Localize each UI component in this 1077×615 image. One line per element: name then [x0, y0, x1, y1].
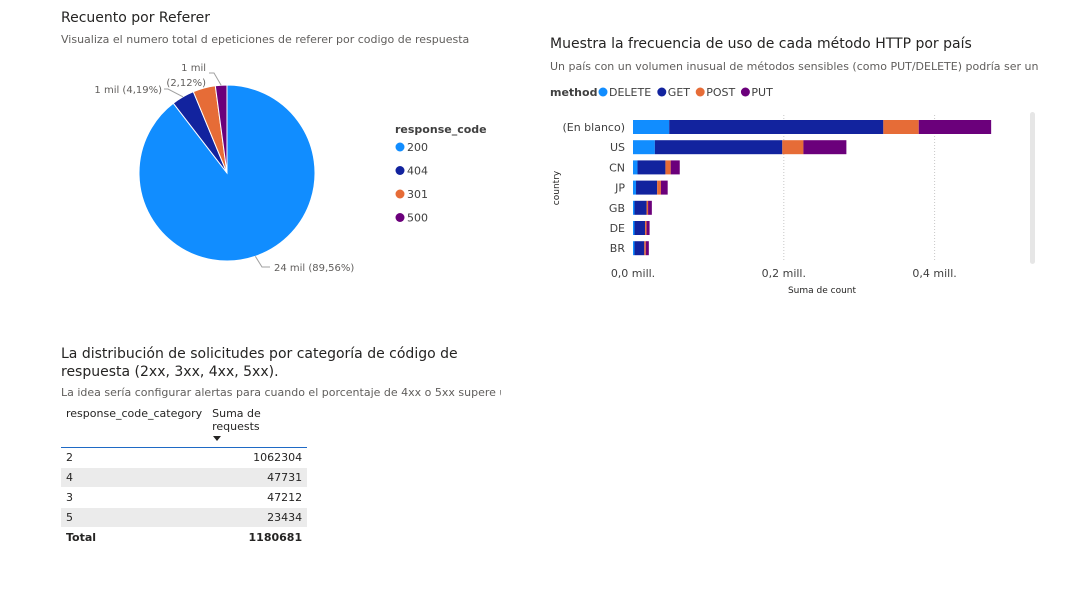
data-label-404: 1 mil (4,19%): [94, 85, 162, 96]
bar-segment-get: [637, 160, 666, 175]
bar-segment-get: [636, 180, 658, 195]
x-axis-title: Suma de count: [788, 286, 857, 296]
y-tick-label: DE: [610, 222, 625, 235]
bar-segment-post: [657, 180, 661, 195]
total-label: Total: [61, 527, 208, 547]
table-title: La distribución de solicitudes por categ…: [61, 345, 458, 381]
bar-segment-delete: [633, 160, 638, 175]
cell-category: 5: [61, 507, 208, 528]
legend-label-post: POST: [706, 86, 735, 99]
legend-marker-404: [395, 166, 405, 175]
legend-label-put: PUT: [751, 86, 773, 99]
table-row: 2 1062304: [61, 447, 308, 468]
cell-requests: 47212: [207, 487, 308, 508]
legend-label-301: 301: [407, 188, 428, 201]
cell-category: 2: [61, 447, 208, 468]
bar-segment-delete: [633, 221, 635, 235]
pie-chart: 24 mil (89,56%) 1 mil (4,19%) 1 mil (2,12%)…: [94, 63, 487, 274]
table-row: 4 47731: [61, 467, 308, 488]
legend-label-404: 404: [407, 165, 428, 178]
bar-segment-delete: [633, 120, 670, 134]
y-tick-label: US: [610, 141, 625, 154]
table-title-line2: respuesta (2xx, 3xx, 4xx, 5xx).: [61, 364, 279, 380]
bar-chart-scrollbar[interactable]: [1030, 112, 1035, 264]
cell-category: 4: [61, 467, 208, 488]
bar-segment-get: [654, 140, 783, 155]
cell-requests: 47731: [207, 467, 308, 488]
table-row: 3 47212: [61, 487, 308, 508]
bar-segment-get: [634, 241, 645, 256]
leader-line-404: [164, 88, 184, 98]
legend-marker-301: [395, 189, 405, 199]
sort-descending-icon: [213, 436, 222, 441]
data-label-500: 1 mil: [181, 63, 206, 74]
bar-legend-title: method: [550, 86, 597, 99]
cell-category: 3: [61, 487, 208, 508]
column-header-category[interactable]: response_code_category: [61, 405, 208, 448]
bar-segment-put: [648, 200, 652, 215]
table-row: 5 23434: [61, 507, 308, 528]
table-subtitle: La idea sería configurar alertas para cu…: [61, 386, 501, 399]
bar-segment-put: [670, 160, 680, 175]
legend-marker-500: [395, 213, 405, 222]
table-title-line1: La distribución de solicitudes por categ…: [61, 346, 458, 362]
bar-segment-get: [634, 221, 646, 235]
pie-chart-title: Recuento por Referer: [61, 10, 211, 26]
data-label-200: 24 mil (89,56%): [274, 263, 354, 274]
bar-segment-post: [646, 200, 649, 215]
bar-segment-put: [918, 120, 992, 134]
bar-segment-put: [645, 241, 649, 256]
y-tick-label: CN: [609, 161, 625, 174]
bar-segment-delete: [633, 200, 635, 215]
y-axis-title: country: [552, 170, 562, 205]
legend-label-200: 200: [407, 141, 428, 154]
leader-line-500: [209, 72, 222, 86]
data-table: response_code_category Suma de requests …: [61, 405, 308, 547]
legend-label-delete: DELETE: [609, 86, 651, 99]
column-header-category-label: response_code_category: [66, 407, 203, 420]
legend-label-500: 500: [407, 212, 428, 225]
bar-segment-post: [782, 140, 804, 155]
bar-segment-delete: [633, 180, 637, 195]
table-total-row: Total 1180681: [61, 527, 308, 547]
leader-line-200: [254, 256, 270, 268]
pie-chart-subtitle: Visualiza el numero total d epeticiones …: [61, 33, 470, 46]
legend-marker-post: [695, 87, 705, 97]
x-tick-label: 0,0 mill.: [611, 267, 655, 280]
bar-segment-post: [883, 120, 919, 134]
bar-segment-put: [646, 221, 650, 235]
bar-segment-get: [634, 200, 647, 215]
cell-requests: 1062304: [207, 447, 308, 468]
legend-marker-200: [395, 142, 405, 152]
legend-marker-get: [657, 87, 667, 97]
legend-label-get: GET: [668, 86, 690, 99]
legend-marker-put: [740, 87, 750, 97]
y-tick-label: GB: [609, 202, 625, 215]
bar-segment-post: [645, 221, 647, 235]
total-value: 1180681: [207, 527, 308, 547]
y-tick-label: JP: [614, 182, 625, 195]
cell-requests: 23434: [207, 507, 308, 528]
x-tick-label: 0,2 mill.: [762, 267, 806, 280]
bar-segment-post: [644, 241, 646, 256]
column-header-requests-label: Suma de requests: [212, 407, 261, 433]
bar-chart-title: Muestra la frecuencia de uso de cada mét…: [550, 36, 972, 52]
bar-segment-put: [660, 180, 668, 195]
bar-chart-subtitle: Un país con un volumen inusual de método…: [550, 60, 1040, 73]
bar-segment-delete: [633, 140, 655, 155]
bar-chart: method DELETE GET POST PUT 0,0 mill. 0,2 mill.…: [550, 86, 992, 296]
data-label-500-pct: (2,12%): [166, 78, 206, 89]
pie-legend-title: response_code: [395, 123, 487, 136]
column-header-requests[interactable]: Suma de requests: [207, 405, 308, 448]
bar-segment-get: [669, 120, 884, 134]
legend-marker-delete: [598, 87, 608, 97]
bar-segment-put: [803, 140, 847, 155]
y-tick-label: (En blanco): [562, 121, 625, 134]
x-tick-label: 0,4 mill.: [912, 267, 956, 280]
bar-segment-post: [665, 160, 671, 175]
bar-segment-delete: [633, 241, 635, 256]
y-tick-label: BR: [610, 242, 626, 255]
